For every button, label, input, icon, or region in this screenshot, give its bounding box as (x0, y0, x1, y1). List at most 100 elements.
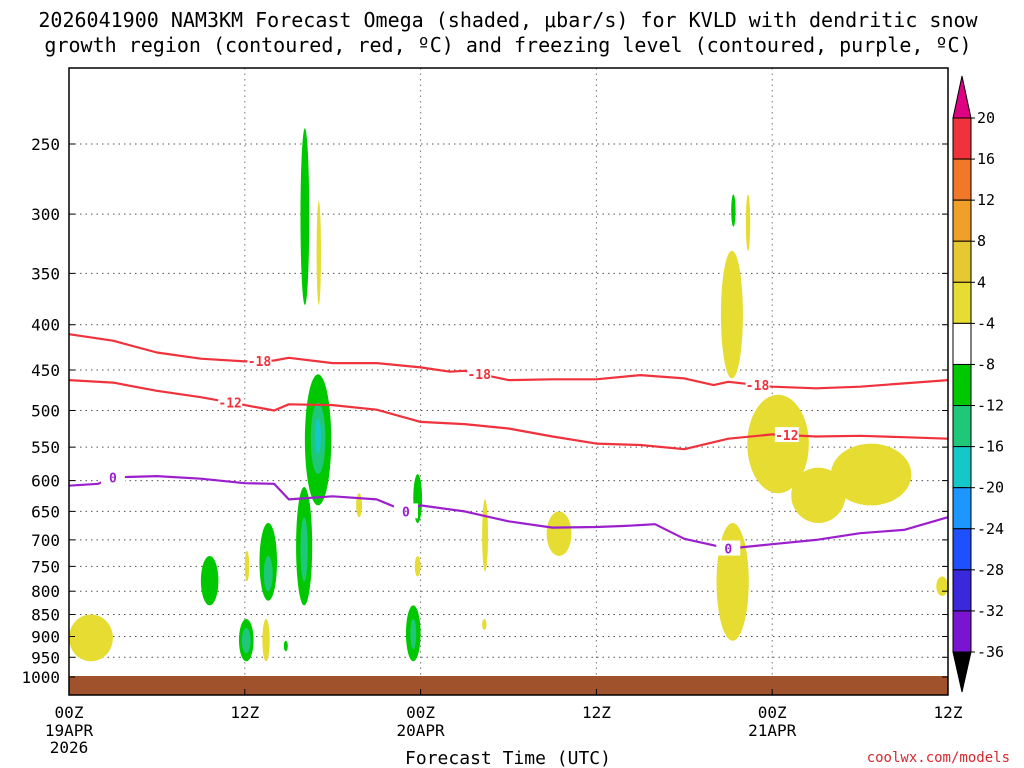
y-tick-label-1000: 1000 (21, 668, 60, 687)
plot-frame-border (68, 67, 949, 696)
omega-region-10 (244, 550, 250, 582)
y-tick-label-950: 950 (31, 648, 60, 667)
colorbar-box-9 (952, 487, 972, 530)
contour-label-bg-2-1 (393, 503, 418, 519)
omega-region-21 (482, 499, 488, 572)
omega-colorbar: 20 16 12 8 4 -4 -8 -12 -16 -20 -24 -28 -32 -36 (952, 75, 1004, 693)
omega-region-0 (300, 128, 310, 305)
colorbar-label-7: -12 (977, 397, 1004, 415)
omega-region-6 (300, 517, 308, 582)
contour-label-freezing-0: 0 (109, 471, 117, 486)
omega-region-1 (316, 201, 321, 305)
omega-region-15 (69, 614, 113, 662)
contour-label-bg-0-1 (467, 365, 492, 381)
contour-label-bg-1-1 (774, 427, 799, 443)
y-tick-label-600: 600 (31, 472, 60, 491)
omega-region-26 (720, 250, 743, 379)
colorbar-label-11: -28 (977, 561, 1004, 579)
colorbar-label-12: -32 (977, 602, 1004, 620)
omega-region-22 (482, 619, 487, 631)
contour-label-dgz-1: -12 (775, 429, 798, 444)
omega-region-13 (262, 619, 270, 662)
colorbar-label-0: 20 (977, 109, 995, 127)
contour-label-bg-2-0 (100, 469, 125, 485)
chart-title-line-1: 2026041900 NAM3KM Forecast Omega (shaded… (38, 8, 978, 32)
y-tick-label-850: 850 (31, 606, 60, 625)
omega-region-20 (410, 619, 417, 650)
contour-label-dgz-0: -18 (248, 355, 272, 370)
colorbar-box-12 (952, 610, 972, 653)
colorbar-label-1: 16 (977, 150, 995, 168)
contour-label-bg-0-0 (247, 352, 272, 368)
colorbar-box-2 (952, 199, 972, 242)
x-tick-label-1: 12Z (230, 703, 259, 722)
omega-region-30 (830, 443, 912, 506)
y-tick-label-700: 700 (31, 531, 60, 550)
colorbar-label-8: -16 (977, 438, 1004, 456)
x-axis-label: Forecast Time (UTC) (405, 748, 611, 768)
colorbar-box-6 (952, 363, 972, 407)
y-tick-label-900: 900 (31, 627, 60, 646)
colorbar-top-arrow (952, 75, 972, 119)
colorbar-label-3: 8 (977, 232, 986, 250)
colorbar-bottom-arrow (952, 651, 972, 693)
terrain-layer (69, 676, 948, 695)
colorbar-box-11 (952, 569, 972, 612)
omega-region-16 (356, 493, 362, 518)
colorbar-label-9: -20 (977, 479, 1004, 497)
x-tick-label-4: 00Z (758, 703, 787, 722)
colorbar-label-10: -24 (977, 520, 1004, 538)
contour-label-dgz-1: -18 (467, 368, 491, 383)
y-tick-label-750: 750 (31, 557, 60, 576)
colorbar-box-7 (952, 405, 972, 448)
contour-label-dgz-2: -18 (746, 379, 770, 394)
contour-label-bg-2-2 (716, 540, 741, 556)
terrain-band (69, 676, 948, 695)
credit-text: coolwx.com/models (867, 750, 1010, 766)
colorbar-label-6: -8 (977, 355, 995, 373)
plot-area: -18 -18 -18 -12 -12 0 0 0 250 300 350 400 450 500 550… (21, 67, 963, 757)
contour-label-bg-1-0 (218, 394, 243, 410)
colorbar-box-10 (952, 528, 972, 571)
y-tick-label-400: 400 (31, 316, 60, 335)
y-tick-label-450: 450 (31, 361, 60, 380)
omega-region-9 (200, 556, 219, 606)
chart-title-line-2: growth region (contoured, red, ºC) and f… (44, 33, 971, 57)
x-tick-label-2: 00Z (406, 703, 435, 722)
x-tick-label-3: 12Z (582, 703, 611, 722)
y-tick-label-300: 300 (31, 205, 60, 224)
x-tick-label-5: 12Z (934, 703, 963, 722)
contour-label-freezing-1: 0 (402, 505, 410, 520)
x-tick-sublabel-0-0: 19APR (45, 721, 94, 740)
omega-region-23 (546, 511, 572, 557)
x-tick-sublabel-4-0: 21APR (748, 721, 797, 740)
omega-region-25 (745, 194, 751, 251)
y-tick-label-650: 650 (31, 502, 60, 521)
plot-frame-background (69, 68, 948, 695)
x-tick-label-0: 00Z (55, 703, 84, 722)
colorbar-box-5 (952, 322, 972, 365)
colorbar-box-8 (952, 446, 972, 489)
omega-region-24 (731, 194, 736, 227)
contour-line-freezing-2 (68, 475, 949, 550)
y-tick-label-250: 250 (31, 135, 60, 154)
y-tick-label-500: 500 (31, 402, 60, 421)
temperature-contours: -18 -18 -18 -12 -12 0 0 0 (68, 333, 949, 558)
omega-region-4 (315, 418, 321, 455)
y-tick-label-350: 350 (31, 264, 60, 283)
y-tick-label-800: 800 (31, 582, 60, 601)
x-tick-sublabel-0-1: 2026 (50, 738, 89, 757)
omega-region-28 (747, 394, 809, 494)
colorbar-box-1 (952, 158, 972, 201)
colorbar-label-5: -4 (977, 314, 995, 332)
y-axis-ticks: 250 300 350 400 450 500 550 600 650 700 750 800 850 9… (21, 135, 948, 687)
omega-region-12 (241, 627, 251, 654)
contour-label-bg-0-2 (745, 377, 770, 393)
omega-region-18 (414, 556, 421, 577)
colorbar-box-4 (952, 281, 972, 324)
omega-region-31 (936, 576, 948, 596)
colorbar-box-0 (952, 117, 972, 160)
omega-region-8 (263, 556, 273, 592)
